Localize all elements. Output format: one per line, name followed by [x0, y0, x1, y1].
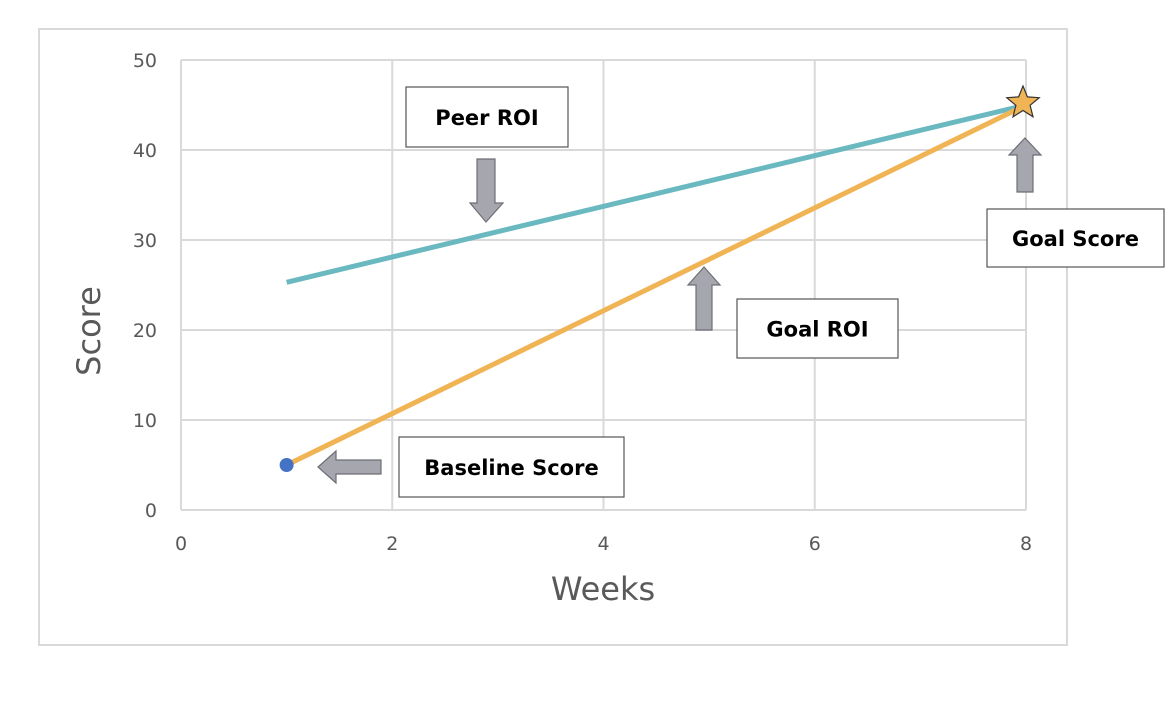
series	[279, 84, 1041, 472]
goal-score-callout-box	[986, 208, 1165, 268]
baseline-point	[279, 458, 294, 472]
peer-roi-arrow	[468, 158, 505, 223]
goal-score-arrow	[1007, 137, 1043, 193]
x-axis-title: Weeks	[551, 570, 655, 608]
y-axis-title: Score	[70, 286, 108, 376]
x-tick-label: 4	[597, 533, 609, 555]
x-tick-label: 6	[809, 533, 821, 555]
baseline-score-callout-box	[398, 436, 625, 498]
peer-roi-callout-label: Peer ROI	[435, 106, 538, 130]
y-tick-label: 0	[145, 500, 157, 522]
x-tick-label: 2	[386, 533, 398, 555]
goal-score-callout-label: Goal Score	[1012, 227, 1139, 251]
grid	[180, 59, 1027, 511]
y-tick-label: 40	[133, 140, 157, 162]
tick-labels: 0 10 20 30 40 50 0 2 4 6 8	[133, 50, 1032, 555]
peer-roi-line	[286, 102, 1027, 285]
goal-roi-callout-label: Goal ROI	[766, 318, 868, 342]
x-tick-label: 8	[1020, 533, 1032, 555]
x-tick-label: 0	[175, 533, 187, 555]
goal-roi-callout-box	[736, 298, 899, 359]
goal-score-star	[1005, 84, 1041, 119]
peer-roi-callout-box	[405, 86, 569, 148]
callouts: Peer ROI Goal Score Goal ROI Baseline Score	[317, 86, 1165, 498]
goal-roi-line	[285, 102, 1028, 468]
baseline-score-callout-label: Baseline Score	[424, 456, 598, 480]
goal-roi-arrow	[686, 266, 722, 331]
y-tick-label: 50	[133, 50, 157, 72]
y-tick-label: 10	[133, 410, 157, 432]
baseline-score-arrow	[317, 449, 382, 485]
y-tick-label: 20	[133, 320, 157, 342]
y-tick-label: 30	[133, 230, 157, 252]
